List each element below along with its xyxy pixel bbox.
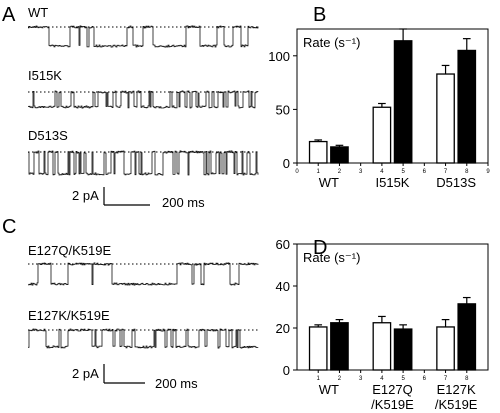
- x-tick-label: 4: [380, 376, 384, 382]
- bar-series-2: [330, 322, 349, 371]
- bar-series-1: [436, 73, 455, 164]
- bar-series-1: [308, 140, 328, 164]
- scalebar-c: [103, 364, 145, 384]
- group-label: E127K/K519E: [435, 382, 478, 412]
- bar-series-2: [330, 146, 349, 164]
- y-tick-label: 0: [283, 156, 290, 171]
- bar-series-2: [393, 40, 413, 164]
- scalebar-c-x-label: 200 ms: [155, 376, 198, 391]
- chart-title: Rate (s⁻¹): [303, 35, 360, 50]
- x-tick-label: 5: [401, 376, 405, 382]
- chart-b-frame: [296, 28, 489, 164]
- x-tick-label: 7: [444, 376, 448, 382]
- scalebar-c-y-label: 2 pA: [72, 366, 99, 381]
- bar-series-2: [393, 328, 413, 371]
- trace-wt: [28, 25, 259, 48]
- bar-series-1: [436, 326, 455, 371]
- trace-d513s: [28, 150, 259, 176]
- panel-b-letter: B: [313, 4, 326, 26]
- trace-label-e127k: E127K/K519E: [28, 308, 110, 323]
- x-tick-label: 2: [338, 169, 342, 175]
- traces-a: [28, 25, 259, 176]
- group-label: WT: [319, 175, 339, 190]
- scalebar-a-x-label: 200 ms: [162, 195, 205, 210]
- y-tick-label: 50: [276, 102, 290, 117]
- x-tick-label: 9: [486, 169, 490, 175]
- bar-series-1: [372, 106, 392, 164]
- x-tick-label: 1: [317, 376, 321, 382]
- scalebar-a-y-label: 2 pA: [72, 188, 99, 203]
- group-label: D513S: [436, 175, 476, 190]
- trace-label-wt: WT: [28, 5, 48, 20]
- group-label: E127Q/K519E: [371, 382, 414, 412]
- chart-d: D 0 20 40 60 1 2 3 4 5 6 7 8 Rate (s⁻¹) WT E127Q/K519E E…: [276, 237, 489, 412]
- traces-c: [28, 262, 259, 349]
- x-tick-label: 5: [401, 169, 405, 175]
- trace-label-i515k: I515K: [28, 68, 62, 83]
- bar-series-2: [457, 303, 477, 371]
- trace-label-e127q: E127Q/K519E: [28, 243, 111, 258]
- x-tick-label: 6: [423, 376, 427, 382]
- panel-d-letter: D: [313, 237, 327, 259]
- chart-b: B 0 50 100 0 1 2 3 4 5 6 7 8 9 Rate (s⁻¹) WT I515K D513S: [268, 4, 490, 190]
- x-tick-label: 7: [444, 169, 448, 175]
- y-tick-label: 20: [276, 321, 290, 336]
- y-tick-label: 0: [283, 363, 290, 378]
- x-tick-label: 3: [359, 376, 363, 382]
- group-label: I515K: [376, 175, 410, 190]
- y-tick-label: 100: [268, 49, 290, 64]
- panel-c-letter: C: [2, 216, 16, 238]
- trace-label-d513s: D513S: [28, 128, 68, 143]
- x-tick-label: 8: [465, 376, 469, 382]
- chart-title: Rate (s⁻¹): [303, 250, 360, 265]
- panel-a-letter: A: [2, 4, 16, 26]
- trace-i515k: [28, 90, 259, 109]
- x-tick-label: 1: [317, 169, 321, 175]
- group-label: WT: [319, 382, 339, 397]
- x-tick-label: 3: [359, 169, 363, 175]
- y-tick-label: 40: [276, 279, 290, 294]
- x-tick-label: 0: [295, 169, 299, 175]
- trace-e127k-k519e: [28, 328, 259, 349]
- bar-series-2: [457, 49, 477, 164]
- x-tick-label: 4: [380, 169, 384, 175]
- x-tick-label: 6: [423, 169, 427, 175]
- trace-e127q-k519e: [28, 262, 259, 286]
- scalebar-a: [103, 187, 150, 206]
- bar-series-1: [372, 322, 392, 371]
- chart-d-frame: [296, 243, 489, 371]
- bar-series-1: [308, 326, 328, 371]
- x-tick-label: 2: [338, 376, 342, 382]
- y-tick-label: 60: [276, 237, 290, 252]
- x-tick-label: 8: [465, 169, 469, 175]
